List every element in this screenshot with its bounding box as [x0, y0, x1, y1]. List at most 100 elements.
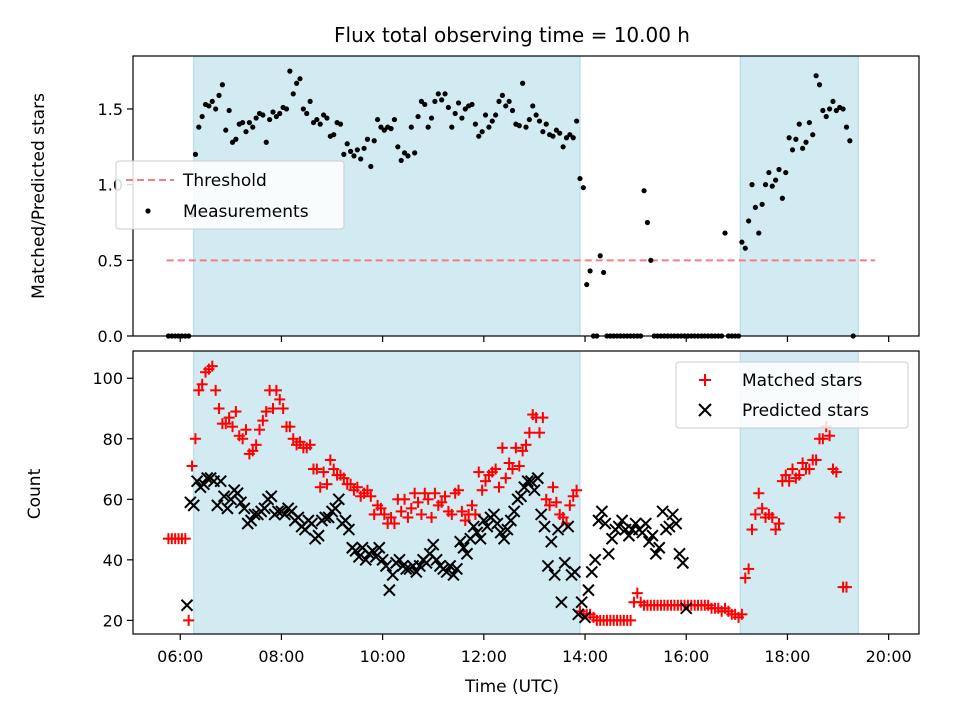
measurement-point — [533, 112, 539, 118]
matched-point — [476, 484, 488, 496]
predicted-point — [561, 520, 575, 533]
top-legend: Threshold Measurements — [115, 160, 345, 230]
matched-point — [466, 499, 478, 511]
predicted-point — [558, 556, 572, 570]
measurement-point — [374, 116, 381, 123]
measurement-point — [378, 124, 384, 130]
measurement-point — [213, 106, 219, 112]
measurement-point — [762, 182, 769, 188]
measurement-point — [486, 124, 492, 130]
predicted-point — [487, 508, 501, 521]
measurement-point — [381, 127, 387, 133]
predicted-point — [588, 553, 602, 567]
measurement-point — [395, 144, 401, 150]
measurement-point — [331, 132, 337, 138]
matched-point — [419, 487, 431, 499]
predicted-point — [400, 562, 413, 576]
x-tick-label: 14:00 — [562, 647, 608, 666]
matched-point — [304, 439, 316, 451]
measurement-point — [840, 106, 846, 112]
measurement-point — [412, 150, 418, 156]
y-tick-label: 0.0 — [98, 327, 123, 346]
matched-point — [817, 433, 829, 445]
matched-point — [189, 433, 201, 445]
bottom-predicted-points — [180, 471, 693, 624]
measurement-point — [769, 183, 775, 189]
measurement-point — [290, 91, 296, 97]
matched-point — [547, 481, 559, 493]
predicted-point — [541, 559, 555, 573]
measurement-point — [597, 253, 603, 259]
matched-point — [490, 463, 502, 475]
matched-point — [456, 505, 468, 517]
predicted-point — [497, 532, 511, 545]
measurement-point — [816, 82, 823, 88]
matched-point — [345, 478, 357, 490]
predicted-point — [379, 559, 393, 573]
measurement-point — [493, 112, 499, 118]
measurement-point — [304, 110, 310, 117]
matched-point — [544, 499, 556, 511]
matched-point — [321, 478, 333, 490]
matched-point — [412, 496, 424, 508]
measurement-point — [830, 98, 836, 105]
matched-point — [338, 472, 350, 484]
matched-point — [567, 490, 579, 502]
matched-point — [250, 439, 262, 451]
measurement-point — [418, 98, 425, 105]
predicted-point — [190, 474, 204, 488]
matched-point — [361, 484, 373, 496]
measurement-point — [648, 257, 654, 263]
measurement-point — [563, 135, 570, 141]
measurement-point — [337, 121, 344, 127]
predicted-point — [376, 553, 389, 567]
measurement-point — [803, 139, 809, 145]
predicted-point — [578, 611, 592, 624]
legend-measurements-swatch — [145, 208, 151, 214]
matched-point — [739, 572, 751, 584]
predicted-point — [676, 556, 690, 570]
measurement-point — [766, 169, 772, 176]
x-axis-label: Time (UTC) — [464, 677, 559, 697]
measurement-point — [408, 124, 414, 130]
matched-point — [773, 518, 785, 530]
measurement-point — [196, 124, 202, 130]
predicted-point — [599, 517, 612, 530]
predicted-point — [572, 608, 585, 621]
measurement-point — [567, 132, 573, 138]
measurement-point — [759, 201, 765, 207]
matched-point — [385, 511, 397, 523]
matched-point — [746, 524, 758, 536]
predicted-point — [602, 547, 615, 560]
predicted-point — [265, 490, 278, 503]
bottom-y-axis-label: Count — [25, 468, 45, 519]
measurement-point — [354, 147, 360, 153]
measurement-point — [550, 133, 556, 139]
matched-point — [318, 466, 330, 478]
y-tick-label: 60 — [103, 490, 123, 509]
predicted-point — [663, 520, 676, 533]
measurement-point — [310, 119, 317, 126]
measurement-point — [273, 113, 279, 120]
matched-point — [230, 406, 242, 418]
predicted-point — [258, 502, 271, 515]
matched-point — [426, 511, 438, 523]
measurement-point — [361, 145, 367, 151]
measurement-point — [364, 136, 371, 142]
y-tick-label: 20 — [103, 611, 123, 630]
measurement-point — [229, 139, 236, 145]
predicted-point — [248, 508, 261, 521]
predicted-point — [673, 547, 686, 560]
predicted-point — [440, 565, 453, 579]
predicted-point — [329, 502, 342, 515]
predicted-point — [524, 474, 538, 488]
matched-point — [439, 490, 451, 502]
matched-point — [196, 378, 208, 390]
bottom-y-ticks: 20 40 60 80 100 — [92, 369, 133, 630]
predicted-point — [221, 502, 234, 515]
predicted-point — [447, 568, 460, 582]
predicted-point — [575, 596, 588, 609]
measurement-point — [641, 188, 647, 194]
predicted-point — [595, 505, 609, 518]
measurement-point — [422, 101, 428, 108]
